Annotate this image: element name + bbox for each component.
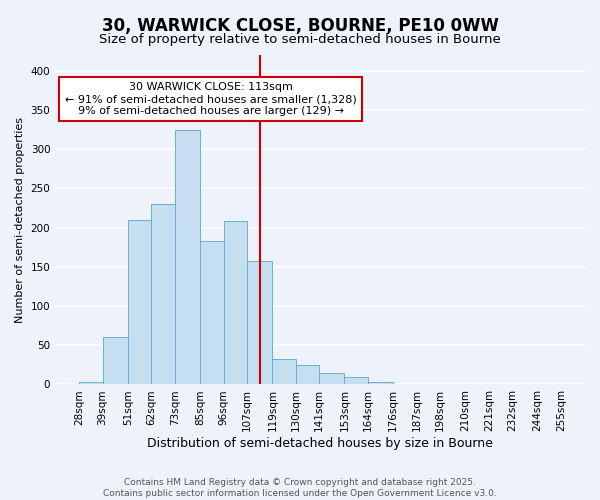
Bar: [247, 262, 272, 384]
Text: Contains HM Land Registry data © Crown copyright and database right 2025.
Contai: Contains HM Land Registry data © Crown c…: [103, 478, 497, 498]
Y-axis label: Number of semi-detached properties: Number of semi-detached properties: [15, 116, 25, 322]
Bar: [296, 365, 319, 384]
Bar: [200, 241, 224, 384]
Bar: [128, 220, 151, 384]
Bar: [319, 374, 344, 384]
Text: Size of property relative to semi-detached houses in Bourne: Size of property relative to semi-detach…: [99, 32, 501, 46]
Bar: [344, 378, 368, 384]
Text: 30, WARWICK CLOSE, BOURNE, PE10 0WW: 30, WARWICK CLOSE, BOURNE, PE10 0WW: [101, 18, 499, 36]
Bar: [224, 222, 247, 384]
Bar: [103, 338, 128, 384]
Bar: [272, 360, 296, 384]
Bar: [151, 204, 175, 384]
Bar: [368, 382, 393, 384]
X-axis label: Distribution of semi-detached houses by size in Bourne: Distribution of semi-detached houses by …: [147, 437, 493, 450]
Bar: [79, 382, 103, 384]
Bar: [175, 130, 200, 384]
Text: 30 WARWICK CLOSE: 113sqm
← 91% of semi-detached houses are smaller (1,328)
9% of: 30 WARWICK CLOSE: 113sqm ← 91% of semi-d…: [65, 82, 356, 116]
